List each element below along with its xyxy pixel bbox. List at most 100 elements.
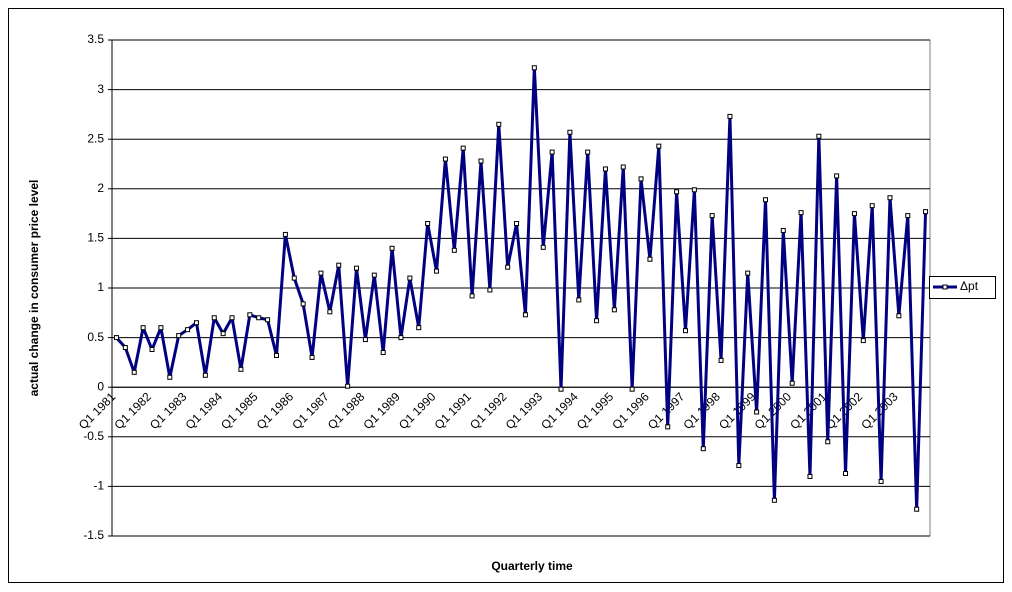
data-point bbox=[905, 213, 911, 219]
data-point bbox=[816, 133, 822, 139]
data-point bbox=[300, 301, 306, 307]
data-point bbox=[780, 227, 786, 233]
data-point bbox=[256, 315, 262, 321]
data-point bbox=[158, 325, 164, 331]
legend-label: Δpt bbox=[960, 279, 979, 293]
data-point bbox=[522, 312, 528, 318]
data-point bbox=[709, 213, 715, 219]
data-point bbox=[771, 497, 777, 503]
data-point bbox=[585, 149, 591, 155]
data-point bbox=[211, 315, 217, 321]
y-tick-label: 3 bbox=[97, 82, 104, 96]
data-point bbox=[273, 352, 279, 358]
data-point bbox=[638, 176, 644, 182]
data-point bbox=[807, 473, 813, 479]
data-point bbox=[354, 265, 360, 271]
data-point bbox=[451, 247, 457, 253]
data-point bbox=[309, 354, 315, 360]
data-point bbox=[620, 164, 626, 170]
data-point bbox=[238, 366, 244, 372]
data-point bbox=[745, 270, 751, 276]
data-point bbox=[380, 349, 386, 355]
data-point bbox=[416, 325, 422, 331]
y-tick-label: 0.5 bbox=[87, 330, 104, 344]
data-point bbox=[896, 313, 902, 319]
data-point bbox=[265, 317, 271, 323]
data-point bbox=[478, 158, 484, 164]
y-tick-label: 1 bbox=[97, 280, 104, 294]
data-point bbox=[407, 275, 413, 281]
data-point bbox=[185, 327, 191, 333]
data-point bbox=[229, 315, 235, 321]
data-point bbox=[611, 307, 617, 313]
y-tick-label: -0.5 bbox=[83, 429, 104, 443]
y-tick-label: 2 bbox=[97, 181, 104, 195]
data-point bbox=[860, 338, 866, 344]
data-point bbox=[718, 357, 724, 363]
y-tick-label: 0 bbox=[97, 379, 104, 393]
data-point bbox=[540, 244, 546, 250]
data-point bbox=[923, 209, 929, 215]
data-point bbox=[389, 245, 395, 251]
data-point bbox=[434, 268, 440, 274]
data-point bbox=[496, 121, 502, 127]
data-point bbox=[327, 309, 333, 315]
data-point bbox=[834, 173, 840, 179]
data-point bbox=[691, 187, 697, 193]
data-point bbox=[851, 211, 857, 217]
data-point bbox=[291, 275, 297, 281]
data-point bbox=[656, 143, 662, 149]
data-point bbox=[674, 189, 680, 195]
data-point bbox=[514, 221, 520, 227]
y-tick-label: 2.5 bbox=[87, 131, 104, 145]
data-point bbox=[318, 270, 324, 276]
data-point bbox=[887, 195, 893, 201]
data-point bbox=[282, 231, 288, 237]
data-point bbox=[869, 203, 875, 209]
data-point bbox=[629, 386, 635, 392]
data-point bbox=[727, 113, 733, 119]
x-axis-title: Quarterly time bbox=[491, 559, 573, 573]
data-point bbox=[665, 424, 671, 430]
data-point bbox=[140, 325, 146, 331]
data-point bbox=[469, 293, 475, 299]
data-point bbox=[345, 383, 351, 389]
data-point bbox=[567, 129, 573, 135]
data-point bbox=[647, 256, 653, 262]
data-point bbox=[798, 210, 804, 216]
legend: Δpt bbox=[929, 276, 996, 299]
y-axis-title: actual change in consumer price level bbox=[27, 180, 41, 397]
data-point bbox=[122, 345, 128, 351]
data-point bbox=[193, 320, 199, 326]
data-point bbox=[700, 446, 706, 452]
legend-marker bbox=[942, 284, 948, 290]
data-point bbox=[362, 337, 368, 343]
data-point bbox=[602, 166, 608, 172]
data-point bbox=[202, 372, 208, 378]
legend-box bbox=[929, 276, 996, 299]
data-point bbox=[149, 347, 155, 353]
data-point bbox=[843, 471, 849, 477]
data-point bbox=[487, 287, 493, 293]
data-point bbox=[531, 65, 537, 71]
data-point bbox=[425, 221, 431, 227]
data-point bbox=[558, 386, 564, 392]
data-point bbox=[460, 145, 466, 151]
data-point bbox=[176, 333, 182, 339]
data-point bbox=[220, 331, 226, 337]
data-point bbox=[736, 463, 742, 469]
data-point bbox=[914, 506, 920, 512]
data-point bbox=[789, 380, 795, 386]
data-point bbox=[549, 149, 555, 155]
data-point bbox=[505, 264, 511, 270]
data-point bbox=[336, 262, 342, 268]
data-point bbox=[576, 297, 582, 303]
data-point bbox=[878, 478, 884, 484]
y-tick-label: 3.5 bbox=[87, 32, 104, 46]
y-tick-label: -1 bbox=[93, 479, 104, 493]
data-point bbox=[682, 328, 688, 334]
data-point bbox=[825, 439, 831, 445]
data-point bbox=[371, 272, 377, 278]
data-point bbox=[398, 335, 404, 341]
